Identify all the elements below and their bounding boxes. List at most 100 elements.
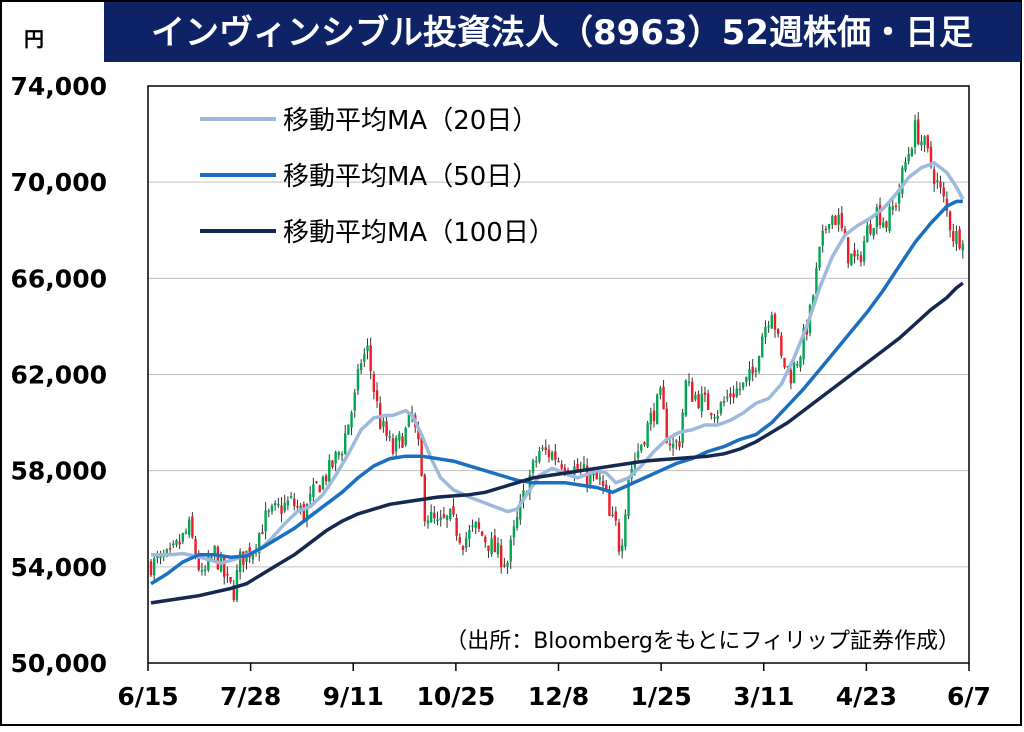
- candle-body: [620, 545, 624, 552]
- candle-body: [509, 539, 512, 562]
- candle-body: [261, 531, 264, 534]
- candle-body: [188, 519, 191, 536]
- candle-body: [837, 214, 840, 225]
- candle-body: [598, 477, 602, 480]
- candle-body: [506, 562, 509, 567]
- candle-body: [299, 505, 302, 511]
- candle-body: [729, 393, 732, 397]
- candle-body: [687, 381, 691, 384]
- candle-body: [474, 521, 477, 528]
- y-tick-label: 54,000: [11, 553, 107, 582]
- candle-body: [958, 229, 961, 249]
- candle-body: [321, 476, 325, 490]
- candle-body: [286, 500, 290, 506]
- candle-body: [706, 393, 710, 411]
- candle-body: [942, 187, 945, 197]
- candle-body: [952, 231, 955, 242]
- candle-body: [496, 542, 500, 555]
- candle-body: [484, 536, 487, 543]
- candle-body: [544, 447, 547, 451]
- candle-body: [168, 547, 172, 550]
- candle-body: [776, 329, 780, 335]
- candle-body: [856, 254, 859, 256]
- candle-body: [897, 190, 901, 204]
- candle-body: [678, 441, 681, 447]
- candle-body: [350, 412, 353, 428]
- candle-body: [442, 514, 446, 518]
- candle-body: [824, 228, 828, 231]
- candle-body: [875, 207, 879, 228]
- y-tick-label: 62,000: [11, 361, 107, 390]
- candle-body: [372, 374, 376, 393]
- candle-body: [267, 510, 270, 513]
- candle-body: [324, 475, 328, 482]
- candle-body: [439, 517, 442, 520]
- candle-body: [882, 222, 885, 228]
- candle-body: [643, 442, 646, 445]
- candle-body: [382, 420, 385, 427]
- candle-body: [175, 540, 178, 545]
- candle-body: [293, 498, 296, 507]
- candle-body: [907, 153, 910, 162]
- candle-body: [773, 313, 777, 330]
- candle-body: [815, 268, 818, 295]
- candle-body: [315, 481, 318, 483]
- candle-body: [388, 436, 391, 438]
- candle-body: [417, 426, 420, 440]
- candle-body: [582, 464, 586, 472]
- candle-body: [913, 120, 917, 148]
- candle-body: [334, 451, 337, 464]
- candle-body: [767, 325, 770, 328]
- candle-body: [331, 460, 334, 467]
- candle-body: [541, 447, 544, 450]
- candle-body: [608, 489, 611, 516]
- candle-body: [668, 443, 672, 446]
- candle-body: [458, 537, 462, 543]
- candle-body: [404, 428, 407, 445]
- candle-body: [627, 479, 630, 517]
- candle-body: [939, 181, 942, 188]
- x-tick-label: 9/11: [323, 682, 384, 711]
- candle-body: [738, 388, 742, 391]
- candle-body: [926, 135, 929, 149]
- x-tick-label: 10/25: [417, 682, 496, 711]
- candle-body: [391, 438, 395, 454]
- candle-body: [328, 459, 331, 482]
- candle-body: [258, 533, 261, 554]
- y-tick-label: 50,000: [11, 649, 107, 678]
- candle-body: [398, 433, 401, 441]
- candle-body: [289, 496, 293, 498]
- candle-body: [242, 551, 245, 565]
- y-tick-label: 70,000: [11, 168, 107, 197]
- candle-body: [866, 225, 869, 243]
- candle-body: [296, 506, 299, 508]
- candle-body: [961, 244, 965, 251]
- candle-body: [691, 381, 694, 402]
- candle-body: [617, 522, 621, 552]
- candle-body: [452, 506, 455, 515]
- candle-body: [471, 525, 474, 528]
- candle-body: [197, 555, 200, 570]
- candle-body: [512, 526, 516, 538]
- candle-body: [353, 392, 356, 411]
- candle-body: [605, 484, 608, 490]
- candle-body: [477, 522, 481, 529]
- candle-body: [827, 223, 831, 229]
- candle-body: [764, 327, 767, 338]
- candle-body: [891, 206, 894, 210]
- candle-body: [468, 530, 471, 539]
- candle-body: [366, 345, 369, 352]
- candle-body: [726, 396, 729, 399]
- candle-body: [347, 424, 350, 435]
- candle-body: [184, 531, 188, 534]
- candle-body: [152, 558, 156, 576]
- y-tick-label: 66,000: [11, 264, 107, 293]
- candle-body: [547, 449, 551, 458]
- y-tick-label: 74,000: [11, 72, 107, 101]
- candle-body: [318, 485, 321, 493]
- candle-body: [646, 422, 649, 447]
- candle-body: [264, 510, 267, 532]
- x-tick-label: 4/23: [836, 682, 897, 711]
- candle-body: [165, 549, 169, 554]
- candle-body: [149, 561, 153, 576]
